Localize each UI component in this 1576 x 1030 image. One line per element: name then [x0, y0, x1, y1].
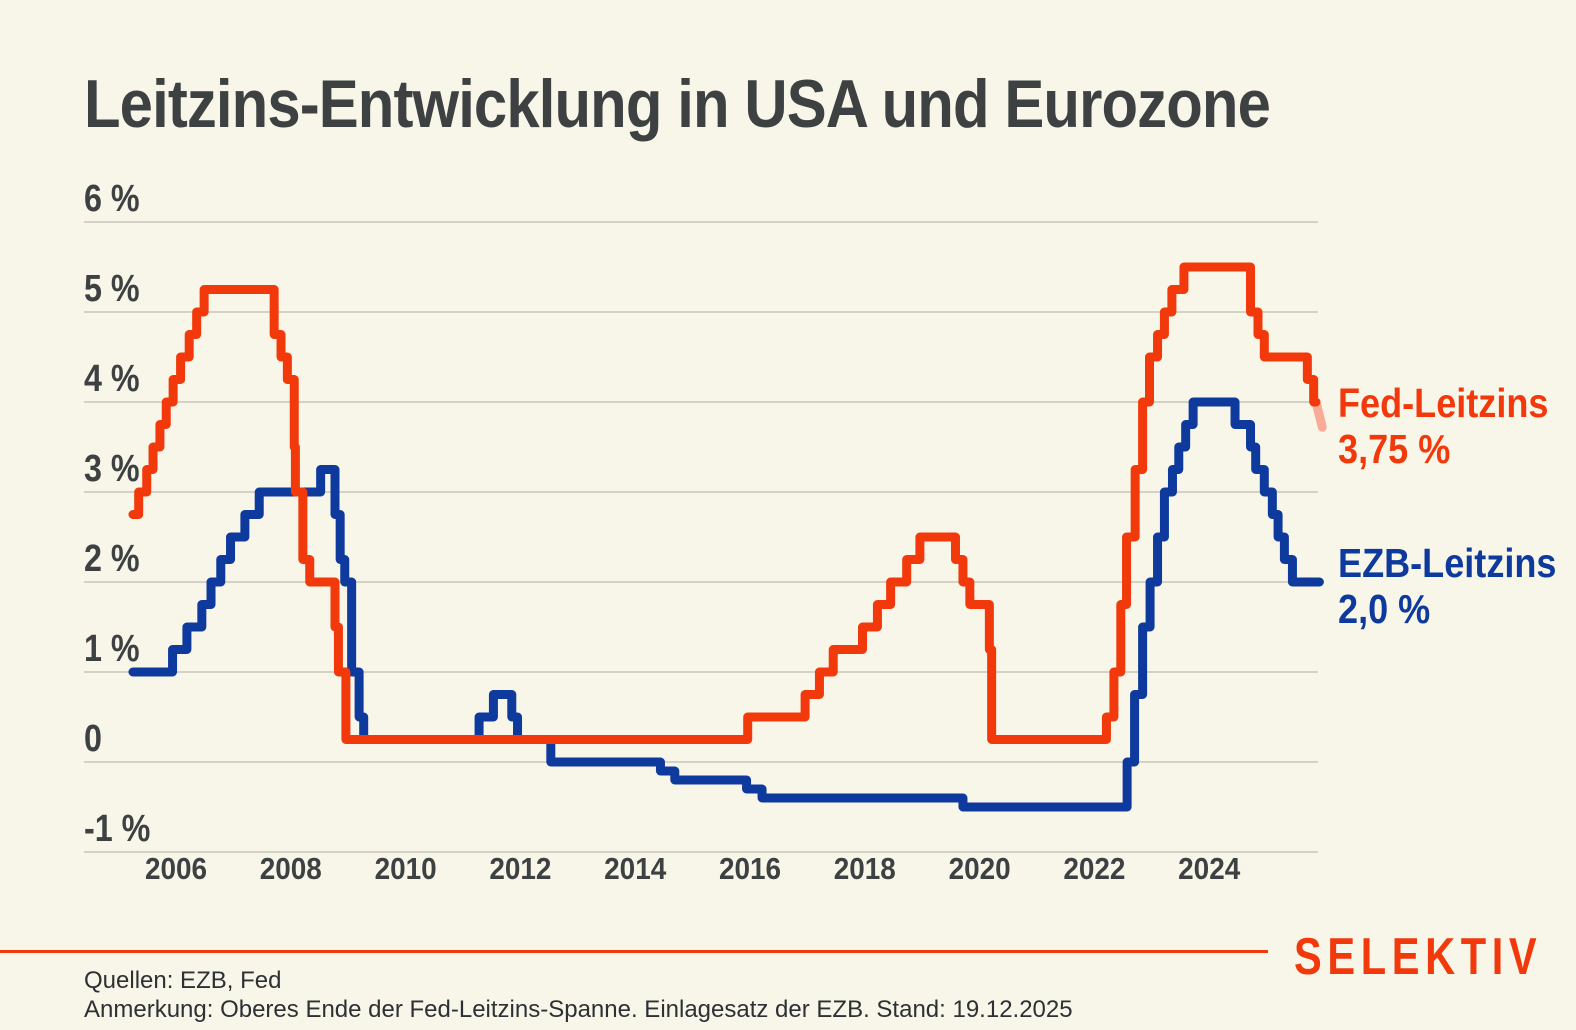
- fed-legend-name: Fed-Leitzins: [1338, 380, 1549, 426]
- x-tick-label: 2014: [604, 852, 667, 887]
- ezb-legend: EZB-Leitzins 2,0 %: [1338, 540, 1557, 632]
- x-tick-label: 2018: [834, 852, 896, 887]
- x-tick-label: 2006: [145, 852, 207, 887]
- y-tick-label: 2 %: [84, 538, 140, 580]
- y-tick-label: 1 %: [84, 628, 140, 670]
- fed-legend: Fed-Leitzins 3,75 %: [1338, 380, 1549, 472]
- brand-logo: SELEKTIV: [1293, 928, 1542, 986]
- x-tick-label: 2022: [1063, 852, 1125, 887]
- y-tick-label: -1 %: [84, 808, 150, 850]
- footer-divider: [0, 950, 1268, 953]
- ezb-line: [128, 397, 1324, 812]
- fed-legend-value: 3,75 %: [1338, 426, 1451, 472]
- x-tick-label: 2010: [375, 852, 437, 887]
- x-tick-label: 2020: [949, 852, 1011, 887]
- fed-line: [128, 262, 1321, 744]
- y-tick-label: 0: [84, 718, 102, 760]
- footnote-text: Anmerkung: Oberes Ende der Fed-Leitzins-…: [84, 996, 1073, 1023]
- ezb-legend-value: 2,0 %: [1338, 586, 1431, 632]
- x-tick-label: 2012: [489, 852, 551, 887]
- y-tick-label: 4 %: [84, 358, 140, 400]
- ezb-legend-name: EZB-Leitzins: [1338, 540, 1557, 586]
- sources-text: Quellen: EZB, Fed: [84, 967, 282, 994]
- x-tick-label: 2016: [719, 852, 781, 887]
- y-tick-label: 5 %: [84, 268, 140, 310]
- x-tick-label: 2008: [260, 852, 322, 887]
- y-tick-label: 3 %: [84, 448, 140, 490]
- page-title: Leitzins-Entwicklung in USA und Eurozone: [84, 66, 1271, 142]
- y-tick-label: 6 %: [84, 178, 140, 220]
- x-tick-label: 2024: [1178, 852, 1241, 887]
